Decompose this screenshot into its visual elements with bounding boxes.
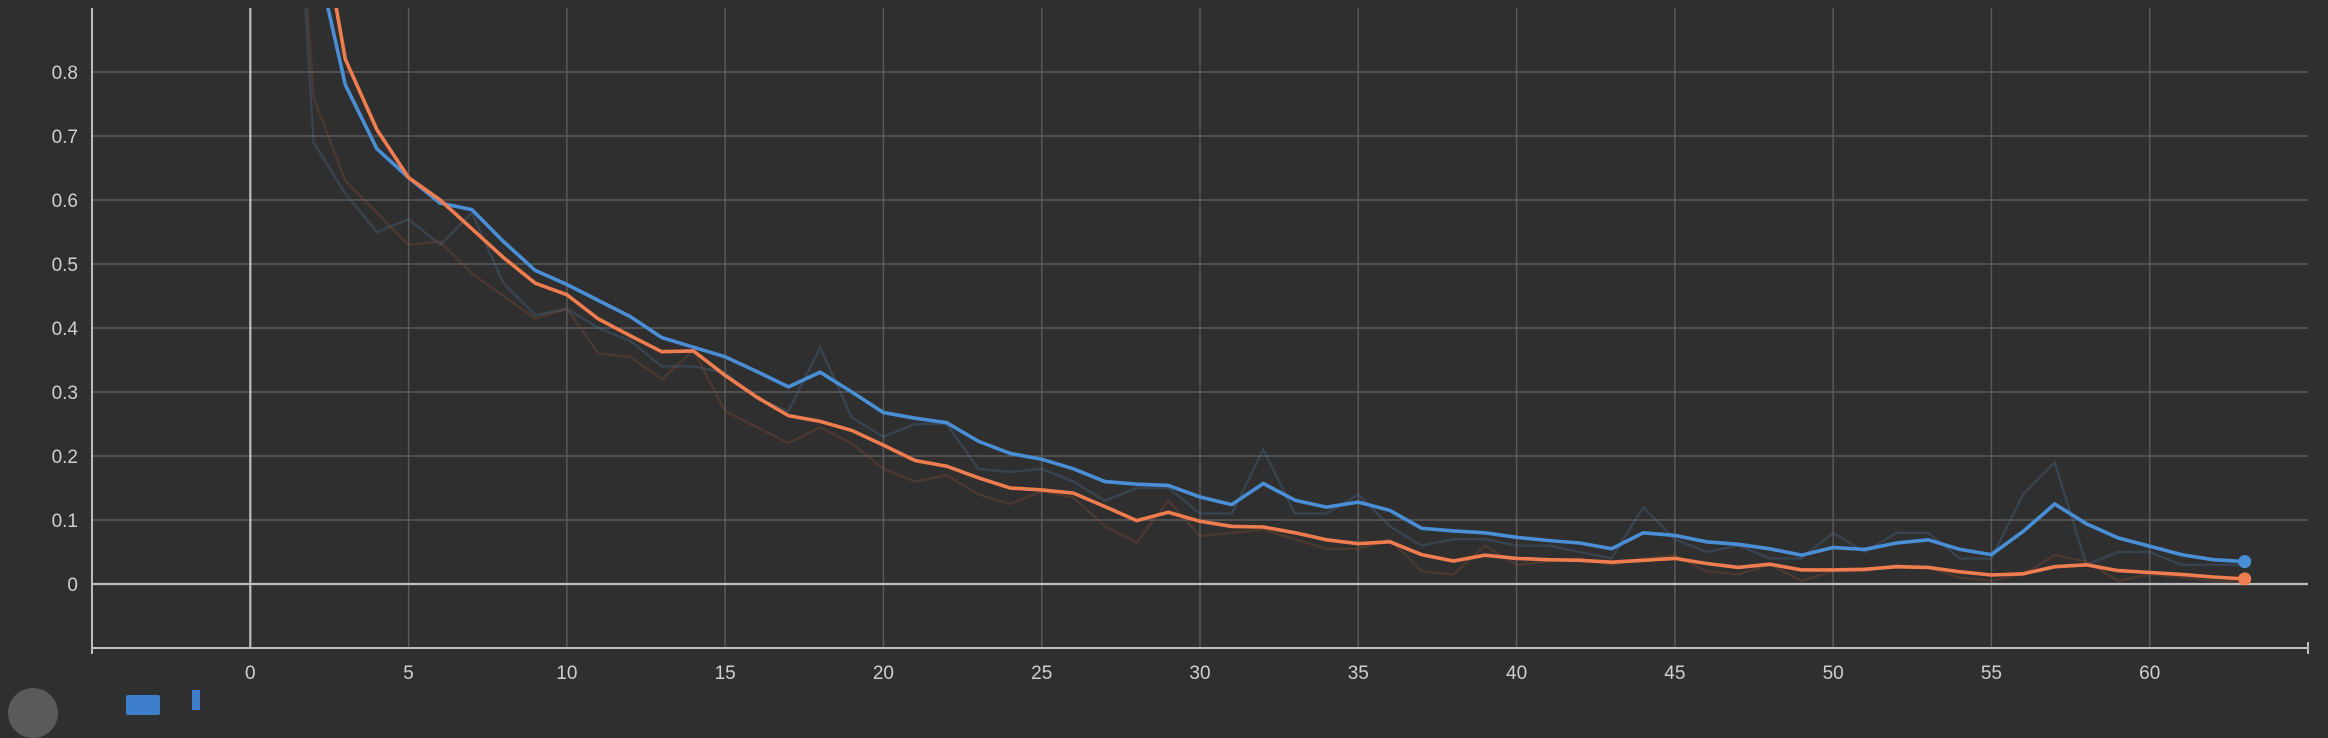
series-1 (306, 8, 2245, 584)
circle-button-icon[interactable] (8, 688, 58, 738)
x-tick-label: 45 (1664, 663, 1685, 684)
series-1-smoothed-line (334, 8, 2245, 581)
x-tick-label: 30 (1189, 663, 1210, 684)
x-tick-label: 40 (1506, 663, 1527, 684)
series-0-smoothed-line (326, 8, 2245, 564)
y-tick-label: 0.1 (52, 511, 78, 532)
y-tick-label: 0.8 (52, 63, 78, 84)
x-tick-label: 20 (873, 663, 894, 684)
y-tick-label: 0.3 (52, 383, 78, 404)
x-tick-label: 50 (1823, 663, 1844, 684)
y-tick-label: 0 (67, 575, 78, 596)
series-0-raw-line (304, 8, 2245, 567)
y-tick-label: 0.2 (52, 447, 78, 468)
x-tick-label: 25 (1031, 663, 1052, 684)
y-tick-label: 0.5 (52, 255, 78, 276)
axes (91, 8, 2309, 654)
x-tick-label: 35 (1348, 663, 1369, 684)
series-0 (304, 8, 2245, 567)
series-lines (304, 8, 2252, 586)
x-tick-label: 10 (556, 663, 577, 684)
x-tick-label: 0 (245, 663, 256, 684)
x-tick-label: 15 (715, 663, 736, 684)
y-tick-label: 0.7 (52, 127, 78, 148)
line-chart: 0 5 10 15 20 25 30 35 40 45 50 55 60 0 0.1 0.2 0.3 0.4 0.5… (52, 8, 2309, 684)
bar-button-icon[interactable] (192, 690, 200, 710)
y-tick-label: 0.4 (52, 319, 79, 340)
x-tick-label: 60 (2139, 663, 2160, 684)
x-tick-label: 5 (403, 663, 414, 684)
chart-controls (0, 676, 400, 738)
series-0-end-marker (2238, 555, 2252, 569)
tick-labels: 0 5 10 15 20 25 30 35 40 45 50 55 60 0 0.1 0.2 0.3 0.4 0.5… (52, 63, 2161, 684)
square-button-icon[interactable] (126, 695, 160, 715)
y-tick-label: 0.6 (52, 191, 78, 212)
series-1-end-marker (2238, 572, 2252, 586)
x-tick-label: 55 (1981, 663, 2002, 684)
